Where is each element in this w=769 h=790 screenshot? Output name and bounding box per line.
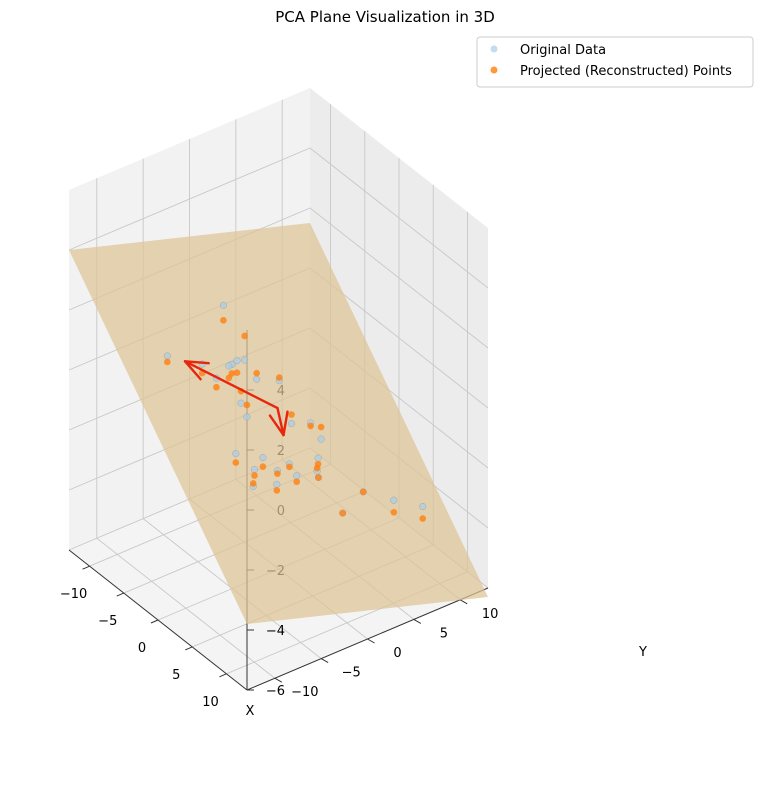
projected-point <box>274 470 281 477</box>
x-axis-label: X <box>246 704 255 719</box>
legend-marker-projected <box>490 66 498 74</box>
projected-point <box>286 463 293 471</box>
original-data-point <box>237 399 245 407</box>
chart-title: PCA Plane Visualization in 3D <box>275 8 495 26</box>
projected-point <box>288 411 295 418</box>
original-data-point <box>317 435 325 443</box>
x-tick-mark <box>150 619 159 624</box>
pca-plane <box>69 223 488 624</box>
projected-point <box>315 474 322 481</box>
y-tick-mark <box>459 599 468 605</box>
legend-label-original: Original Data <box>520 43 606 58</box>
y-tick-label: 10 <box>482 607 499 622</box>
x-tick-mark <box>185 646 193 651</box>
y-tick-mark <box>413 618 422 624</box>
projected-point <box>220 317 227 324</box>
projected-point <box>251 472 258 479</box>
z-tick-label: −4 <box>266 624 285 639</box>
projected-point <box>163 358 171 366</box>
original-data-point <box>419 503 427 511</box>
z-gridline <box>68 147 489 289</box>
projected-point <box>259 463 267 470</box>
original-data-point <box>273 480 281 489</box>
projected-point <box>314 460 322 468</box>
projected-point <box>276 374 283 381</box>
scatter-points <box>163 301 427 522</box>
x-tick-mark <box>219 673 227 678</box>
y-tick-label: 5 <box>440 626 448 641</box>
x-tick-label: −5 <box>98 614 117 629</box>
y-axis-label: Y <box>638 645 647 660</box>
arrow-head-left <box>268 414 285 437</box>
original-data-point <box>163 352 171 360</box>
y-tick-label: 0 <box>393 646 401 661</box>
projected-point <box>273 487 281 494</box>
arrow-head-left <box>183 360 210 365</box>
projected-point <box>233 369 241 377</box>
original-data-point <box>293 472 301 480</box>
projected-point <box>241 332 248 340</box>
projected-point <box>243 401 251 409</box>
x-tick-mark <box>116 592 124 597</box>
original-data-point <box>241 356 249 364</box>
legend-label-projected: Projected (Reconstructed) Points <box>520 64 732 79</box>
original-data-point <box>390 496 398 504</box>
x-tick-label: 0 <box>138 641 146 656</box>
y-tick-label: −5 <box>342 666 361 681</box>
principal-vectors <box>183 360 289 437</box>
legend: Original Data Projected (Reconstructed) … <box>476 36 754 88</box>
arrow-head-right <box>282 410 289 437</box>
original-data-point <box>233 357 241 365</box>
x-tick-label: −10 <box>60 587 87 602</box>
y-tick-mark <box>274 677 283 683</box>
projected-point <box>419 515 427 522</box>
original-data-point <box>232 450 240 458</box>
projected-point <box>213 383 220 391</box>
projected-point <box>253 369 260 377</box>
original-data-point <box>314 454 322 462</box>
projected-point <box>293 478 301 486</box>
projected-point <box>390 508 398 516</box>
x-tick-label: 10 <box>202 695 219 710</box>
projected-point <box>232 459 240 466</box>
projected-point <box>317 423 325 431</box>
original-data-point <box>287 420 296 428</box>
original-data-point <box>243 413 251 421</box>
projected-point <box>359 488 367 496</box>
z-tick-label: −6 <box>266 684 285 699</box>
original-data-point <box>225 362 233 370</box>
x-tick-label: 5 <box>172 668 180 683</box>
y-tick-mark <box>367 638 375 644</box>
original-data-point <box>250 465 259 474</box>
arrow-shaft <box>276 406 285 437</box>
projected-point <box>339 509 346 517</box>
y-tick-mark <box>320 658 329 664</box>
legend-marker-original <box>490 45 498 53</box>
arrow-shaft <box>183 360 279 410</box>
plane-surface <box>69 223 488 624</box>
projected-point <box>249 480 257 487</box>
original-data-point <box>253 375 261 383</box>
projected-point <box>307 422 314 430</box>
legend-box <box>476 36 754 88</box>
principal-vector-arrow <box>183 360 279 410</box>
original-data-point <box>259 454 267 462</box>
x-tick-mark <box>82 565 90 570</box>
principal-vector-arrow <box>268 406 289 437</box>
arrow-head-right <box>183 360 202 381</box>
original-data-point <box>219 301 227 309</box>
y-tick-label: −10 <box>291 685 318 700</box>
projected-point <box>225 374 233 382</box>
